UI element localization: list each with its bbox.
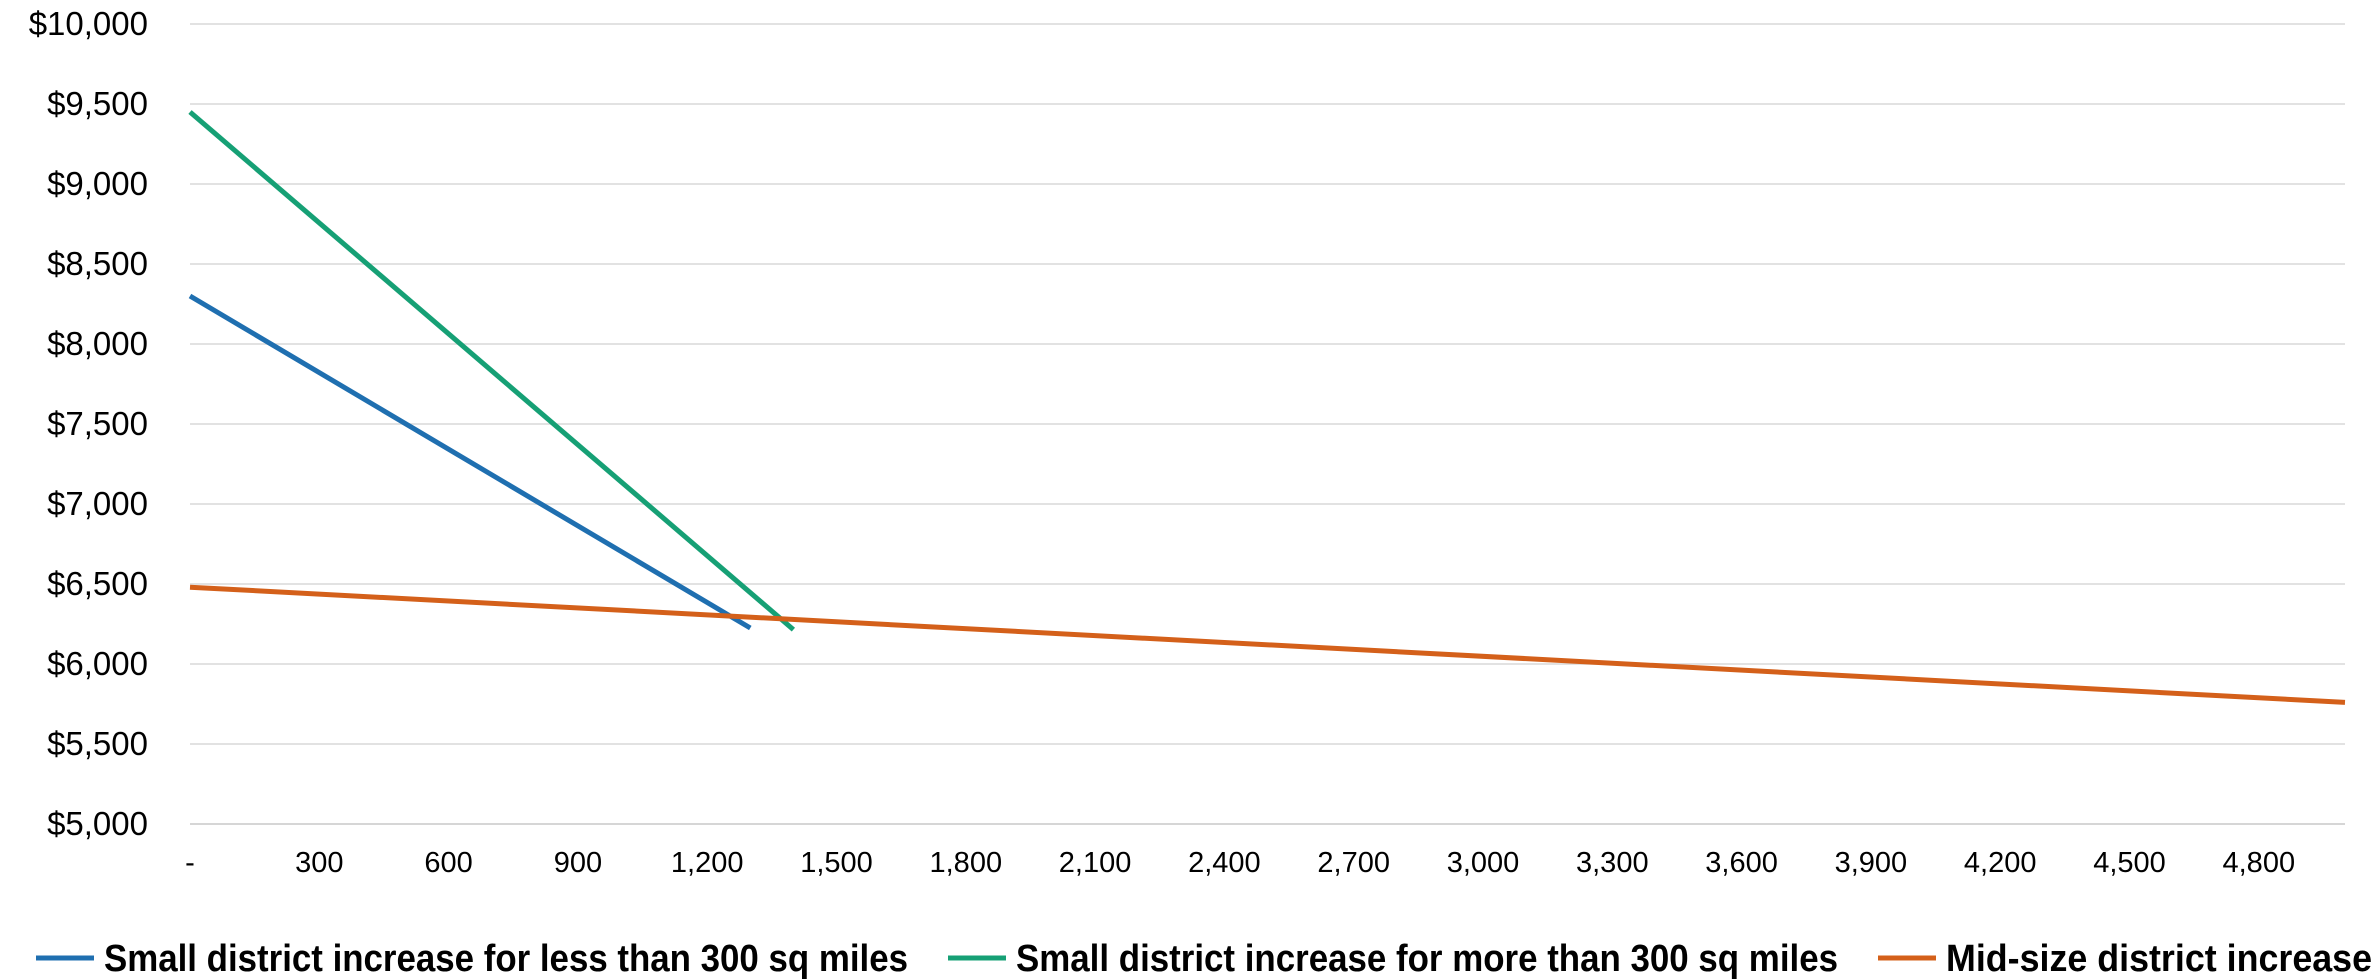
x-tick-label: 2,400	[1188, 847, 1261, 879]
y-tick-label: $6,500	[47, 565, 148, 602]
x-tick-label: 4,200	[1964, 847, 2037, 879]
y-tick-label: $6,000	[47, 645, 148, 682]
series-line-1	[188, 293, 752, 631]
y-tick-label: $5,000	[47, 805, 148, 842]
y-tick-label: $9,500	[47, 85, 148, 122]
x-tick-label: 4,500	[2093, 847, 2166, 879]
x-axis-ticks: - 300 600 900 1,200 1,500 1,800 2,100 2,400 2,700…	[185, 847, 2295, 879]
x-tick-label: 2,700	[1317, 847, 1390, 879]
x-tick-label: 3,000	[1447, 847, 1520, 879]
x-tick-label: 3,600	[1705, 847, 1778, 879]
gridlines	[190, 23, 2345, 825]
x-tick-label: 1,200	[671, 847, 744, 879]
x-tick-label: -	[185, 847, 195, 879]
x-tick-label: 3,300	[1576, 847, 1649, 879]
x-tick-label: 1,500	[800, 847, 873, 879]
series-line-3	[189, 584, 2346, 705]
y-tick-label: $9,000	[47, 165, 148, 202]
x-tick-label: 600	[424, 847, 472, 879]
y-tick-label: $8,500	[47, 245, 148, 282]
legend-label: Small district increase for less than 30…	[104, 938, 908, 980]
y-tick-label: $7,500	[47, 405, 148, 442]
y-axis-ticks: $5,000 $5,500 $6,000 $6,500 $7,000 $7,500 $8,0…	[29, 5, 148, 842]
y-tick-label: $8,000	[47, 325, 148, 362]
x-tick-label: 900	[554, 847, 602, 879]
x-tick-label: 2,100	[1059, 847, 1132, 879]
legend: Small district increase for less than 30…	[36, 938, 2372, 980]
x-tick-label: 300	[295, 847, 343, 879]
x-tick-label: 4,800	[2223, 847, 2296, 879]
y-tick-label: $10,000	[29, 5, 148, 42]
series-lines	[188, 110, 2346, 705]
series-line-2	[188, 110, 796, 632]
legend-label: Mid-size district increase	[1946, 938, 2372, 980]
legend-label: Small district increase for more than 30…	[1016, 938, 1838, 980]
y-tick-label: $7,000	[47, 485, 148, 522]
x-tick-label: 1,800	[930, 847, 1003, 879]
x-tick-label: 3,900	[1835, 847, 1908, 879]
y-tick-label: $5,500	[47, 725, 148, 762]
